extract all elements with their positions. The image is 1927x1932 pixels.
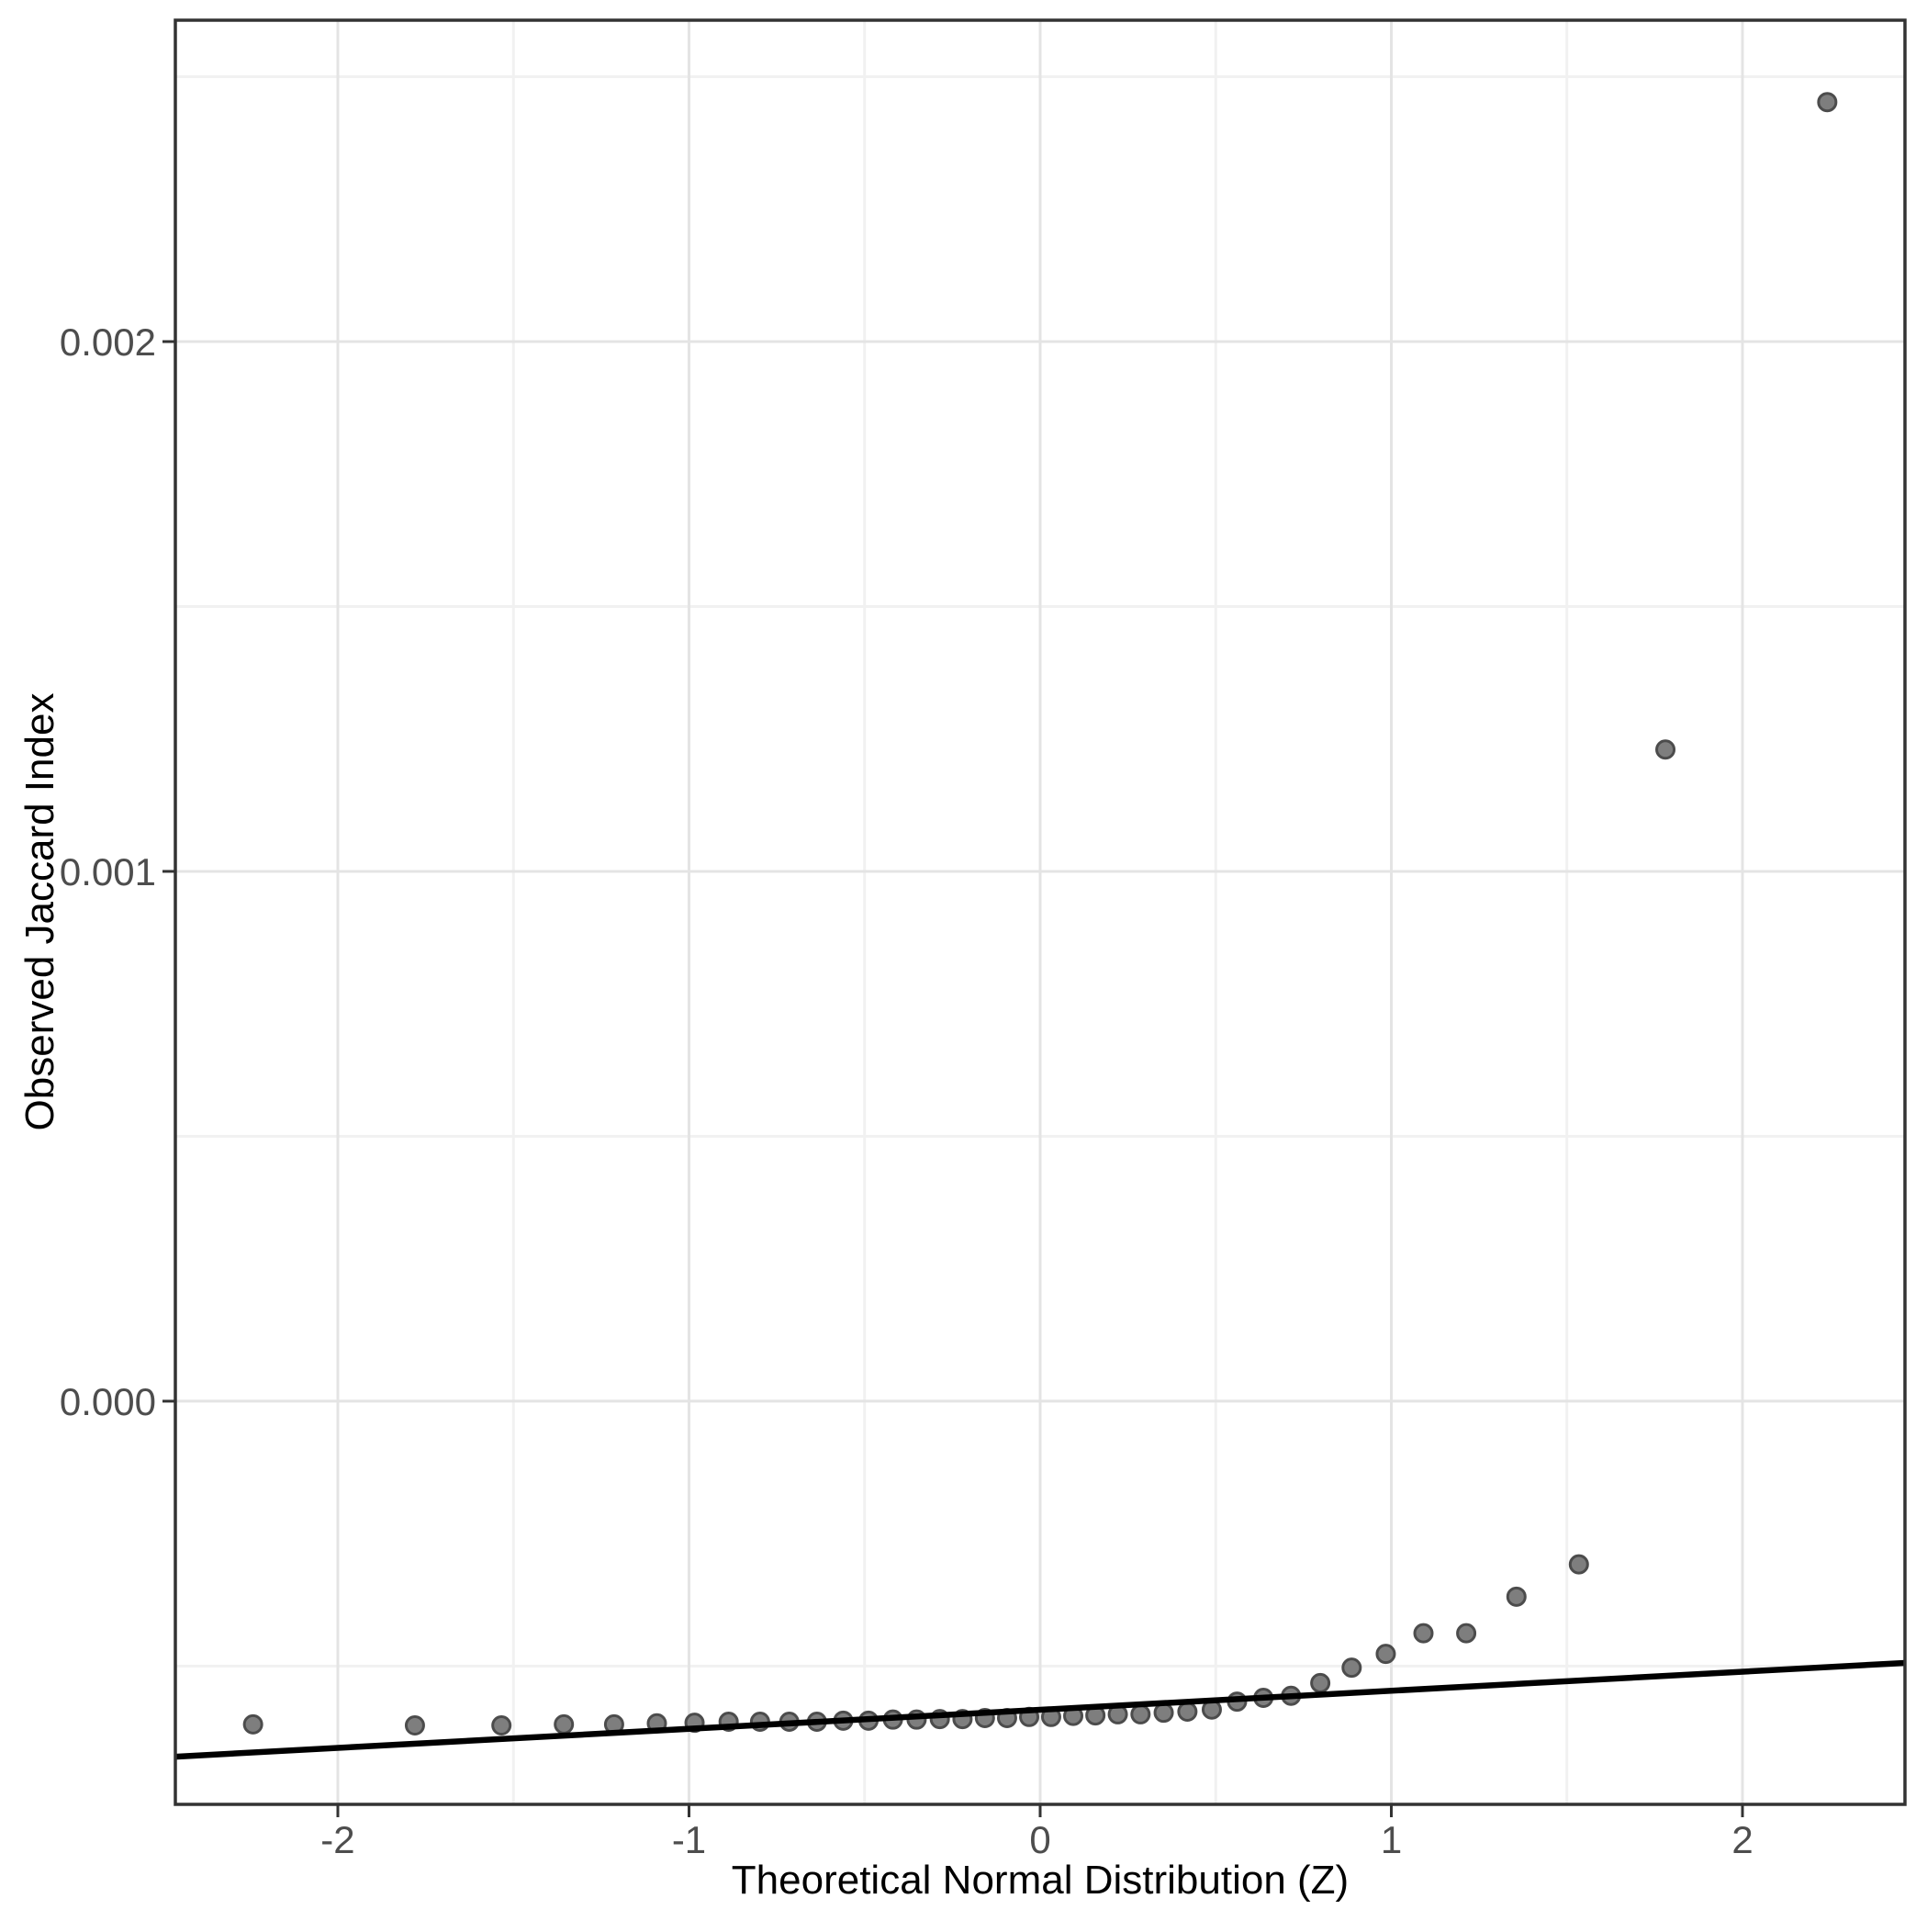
x-tick-label: -2 [320,1818,354,1861]
qq-point [491,1715,512,1736]
x-tick-label: -1 [672,1818,706,1861]
qq-point [1456,1623,1477,1644]
y-axis-tick-marks [162,340,175,1403]
qq-point [1506,1586,1527,1607]
qq-point [1341,1657,1362,1679]
qq-point [1655,739,1676,760]
major-gridlines [175,20,1905,1804]
qq-point [1817,92,1838,113]
y-tick-label: 0.001 [60,850,156,893]
qq-point [1568,1554,1589,1575]
x-axis-tick-labels: -2 -1 0 1 2 [320,1818,1753,1861]
x-axis-tick-marks [336,1804,1744,1817]
y-axis-title: Observed Jaccard Index [17,693,62,1131]
y-axis-tick-labels: 0.002 0.001 0.000 [60,320,156,1423]
x-tick-label: 1 [1381,1818,1402,1861]
qq-point [242,1713,263,1735]
qq-point [1413,1623,1434,1644]
qq-point [404,1715,425,1736]
y-tick-label: 0.000 [60,1380,156,1423]
qq-point [1375,1644,1396,1665]
qq-point [554,1713,575,1735]
qq-reference-line [174,1659,1906,1760]
y-tick-label: 0.002 [60,320,156,364]
x-tick-label: 2 [1731,1818,1753,1861]
qq-point [1130,1703,1151,1724]
qq-point [1177,1702,1198,1723]
x-tick-label: 0 [1029,1818,1050,1861]
qq-point [1153,1702,1174,1724]
x-axis-title: Theoretical Normal Distribution (Z) [732,1858,1349,1903]
qq-point [1310,1672,1331,1693]
